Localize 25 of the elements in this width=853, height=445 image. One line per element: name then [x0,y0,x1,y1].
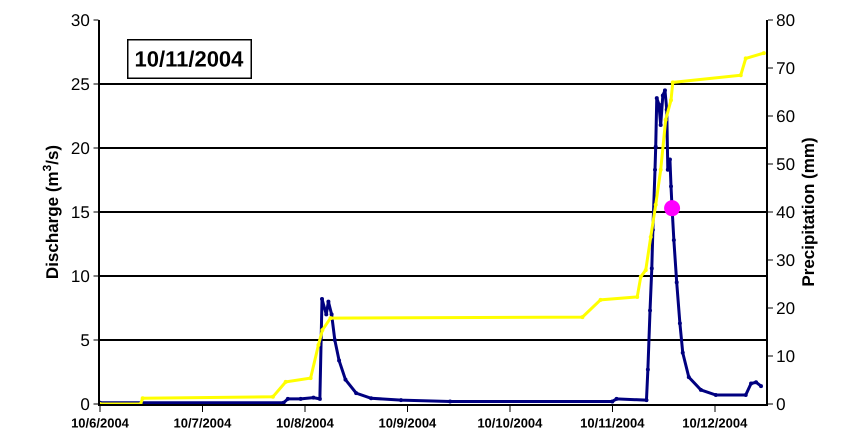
annotation: 10/11/2004 [134,46,244,72]
y2-tick-label: 30 [776,250,796,270]
x-tick-label: 10/12/2004 [682,415,748,430]
y2-axis-title: Precipitation (mm) [798,137,818,287]
y2-tick-label: 60 [776,106,796,126]
y-tick-label: 15 [70,202,90,222]
y2-tick-label: 20 [776,298,796,318]
y-tick-label: 30 [70,10,90,30]
y2-tick-label: 10 [776,346,796,366]
y-tick-label: 20 [70,138,90,158]
y-tick-label: 25 [70,74,90,94]
x-tick-label: 10/7/2004 [174,415,232,430]
y2-tick-label: 50 [776,154,796,174]
y-tick-label: 0 [80,394,90,414]
y-tick-label: 10 [70,266,90,286]
y2-tick-label: 0 [776,394,786,414]
x-tick-label: 10/10/2004 [477,415,544,430]
y2-tick-label: 70 [776,58,796,78]
x-tick-label: 10/8/2004 [276,415,335,430]
x-tick-label: 10/11/2004 [580,415,646,430]
y2-tick-label: 80 [776,10,796,30]
y-tick-label: 5 [80,330,90,350]
y2-tick-label: 40 [776,202,796,222]
x-tick-label: 10/9/2004 [378,415,438,430]
x-tick-label: 10/6/2004 [71,415,130,430]
